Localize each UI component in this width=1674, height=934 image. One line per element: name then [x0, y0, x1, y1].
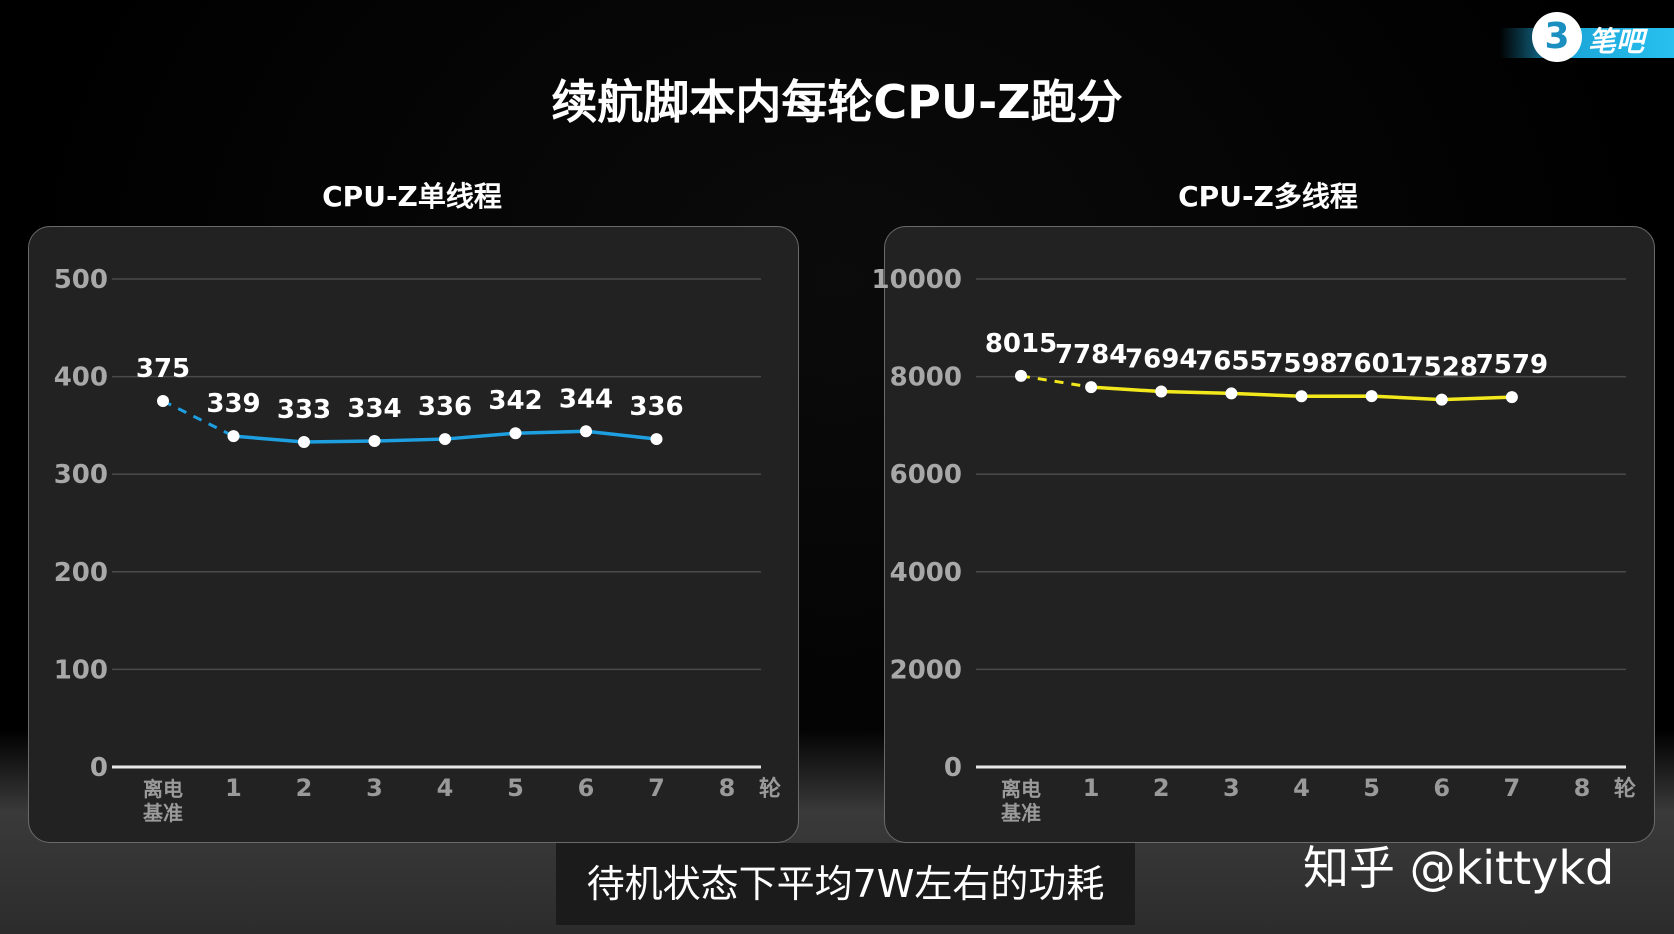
- data-label: 7598: [1265, 349, 1337, 379]
- data-point: [1365, 390, 1378, 403]
- y-tick-label: 300: [54, 460, 108, 490]
- baseline-dashed-segment: [1020, 374, 1092, 389]
- x-tick-label: 2: [296, 774, 313, 802]
- chart-panel-single: [28, 226, 799, 843]
- data-label: 336: [418, 392, 472, 422]
- data-point: [650, 433, 663, 446]
- x-tick-label: 基准: [143, 801, 183, 825]
- y-tick-label: 4000: [890, 558, 962, 588]
- data-label: 7528: [1406, 353, 1478, 383]
- data-label: 333: [277, 395, 331, 425]
- data-point: [298, 435, 310, 448]
- x-tick-label: 4: [437, 774, 454, 802]
- y-tick-label: 100: [54, 655, 108, 685]
- data-point: [1015, 369, 1027, 382]
- data-point: [1295, 390, 1308, 403]
- x-unit-label: 轮: [759, 776, 781, 802]
- data-label: 7579: [1476, 350, 1548, 380]
- x-tick-label: 3: [366, 774, 383, 802]
- data-label: 375: [136, 354, 190, 384]
- data-label: 336: [629, 392, 683, 422]
- data-label: 7694: [1125, 345, 1197, 375]
- y-tick-label: 2000: [890, 655, 962, 685]
- logo-icon: 3: [1532, 12, 1582, 62]
- x-tick-label: 4: [1293, 774, 1310, 802]
- x-tick-label: 3: [1223, 774, 1240, 802]
- data-label: 334: [347, 394, 401, 424]
- subtitle-caption: 待机状态下平均7W左右的功耗: [556, 843, 1135, 925]
- data-label: 8015: [985, 329, 1057, 359]
- page-title: 续航脚本内每轮CPU-Z跑分: [551, 75, 1123, 129]
- x-tick-label: 离电: [143, 777, 183, 801]
- data-label: 344: [559, 384, 613, 414]
- x-tick-label: 6: [1433, 774, 1450, 802]
- x-tick-label: 5: [507, 774, 524, 802]
- chart-panel-multi: [884, 226, 1655, 843]
- data-point: [1155, 385, 1168, 398]
- data-point: [580, 425, 592, 438]
- data-label: 7601: [1335, 349, 1407, 379]
- y-tick-label: 0: [944, 753, 962, 783]
- chart-title-single: CPU-Z单线程: [322, 180, 502, 213]
- x-tick-label: 7: [1504, 774, 1521, 802]
- x-tick-label: 8: [1574, 774, 1591, 802]
- data-point: [1505, 391, 1518, 404]
- x-tick-label: 6: [578, 774, 595, 802]
- x-tick-label: 1: [1083, 774, 1100, 802]
- y-tick-label: 8000: [890, 363, 962, 393]
- x-tick-label: 2: [1153, 774, 1170, 802]
- baseline-dashed-segment: [162, 399, 235, 438]
- data-label: 7784: [1055, 340, 1127, 370]
- data-point: [1225, 387, 1238, 400]
- y-tick-label: 6000: [890, 460, 962, 490]
- data-point: [227, 430, 240, 443]
- y-tick-label: 200: [54, 558, 108, 588]
- data-label: 339: [206, 389, 260, 419]
- x-tick-label: 5: [1363, 774, 1380, 802]
- x-tick-label: 基准: [1001, 801, 1041, 825]
- data-point: [157, 395, 169, 407]
- data-point: [1085, 381, 1098, 394]
- x-tick-label: 7: [648, 774, 665, 802]
- y-tick-label: 0: [90, 753, 108, 783]
- y-tick-label: 10000: [872, 265, 962, 295]
- chart-title-multi: CPU-Z多线程: [1178, 180, 1358, 213]
- x-tick-label: 离电: [1001, 777, 1041, 801]
- data-point: [368, 435, 381, 448]
- logo: 3 笔吧: [1500, 12, 1674, 62]
- y-tick-label: 400: [54, 363, 108, 393]
- data-point: [509, 427, 522, 440]
- data-point: [1435, 393, 1448, 406]
- data-label: 342: [488, 386, 542, 416]
- data-label: 7655: [1195, 346, 1267, 376]
- data-point: [439, 433, 451, 446]
- x-tick-label: 1: [225, 774, 242, 802]
- y-tick-label: 500: [54, 265, 108, 295]
- x-unit-label: 轮: [1614, 776, 1636, 802]
- watermark: 知乎 @kittykd: [1303, 841, 1615, 895]
- x-tick-label: 8: [719, 774, 736, 802]
